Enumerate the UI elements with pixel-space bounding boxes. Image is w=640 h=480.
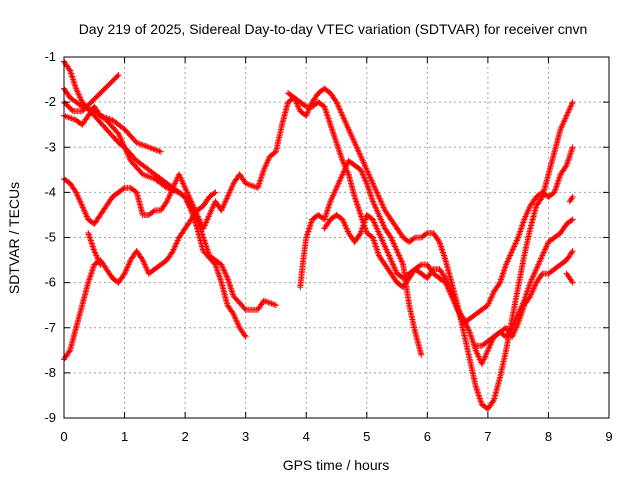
- y-tick-label: -3: [44, 139, 56, 154]
- x-tick-label: 0: [60, 429, 67, 444]
- grid-lines: [64, 57, 609, 418]
- data-markers: [61, 58, 576, 412]
- x-tick-label: 2: [181, 429, 188, 444]
- x-tick-label: 4: [303, 429, 310, 444]
- series-10: [321, 144, 576, 327]
- y-tick-label: -7: [44, 320, 56, 335]
- y-tick-label: -4: [44, 184, 56, 199]
- x-tick-label: 1: [121, 429, 128, 444]
- y-tick-label: -6: [44, 275, 56, 290]
- series-markers: [85, 229, 104, 268]
- series-11: [472, 216, 576, 349]
- y-tick-label: -1: [44, 49, 56, 64]
- y-tick-label: -8: [44, 365, 56, 380]
- series-markers: [285, 85, 576, 412]
- series-9: [285, 85, 576, 412]
- x-tick-label: 7: [484, 429, 491, 444]
- series-markers: [61, 58, 249, 340]
- series-markers: [321, 144, 576, 327]
- x-axis-label: GPS time / hours: [283, 457, 390, 473]
- series-markers: [563, 270, 576, 286]
- series-13: [566, 193, 576, 205]
- x-tick-label: 6: [424, 429, 431, 444]
- x-tick-label: 5: [363, 429, 370, 444]
- x-tick-label: 3: [242, 429, 249, 444]
- series-markers: [472, 216, 576, 349]
- series-1: [61, 58, 249, 340]
- axis-ticks: 0 1 2 3 4 5 6 7 8 9 -1 -2 -3 -4 -5 -6 -7 -8 -9: [44, 49, 612, 444]
- y-axis-label: SDTVAR / TECUs: [6, 182, 22, 294]
- series-markers: [61, 94, 576, 367]
- series-7: [85, 229, 104, 268]
- y-tick-label: -5: [44, 230, 56, 245]
- x-tick-label: 8: [545, 429, 552, 444]
- chart-title: Day 219 of 2025, Sidereal Day-to-day VTE…: [79, 21, 588, 37]
- series-12: [563, 270, 576, 286]
- series-5: [61, 94, 576, 367]
- x-tick-label: 9: [605, 429, 612, 444]
- series-2: [61, 85, 279, 313]
- y-tick-label: -9: [44, 410, 56, 425]
- series-markers: [61, 85, 279, 313]
- y-tick-label: -2: [44, 94, 56, 109]
- series-markers: [566, 193, 576, 205]
